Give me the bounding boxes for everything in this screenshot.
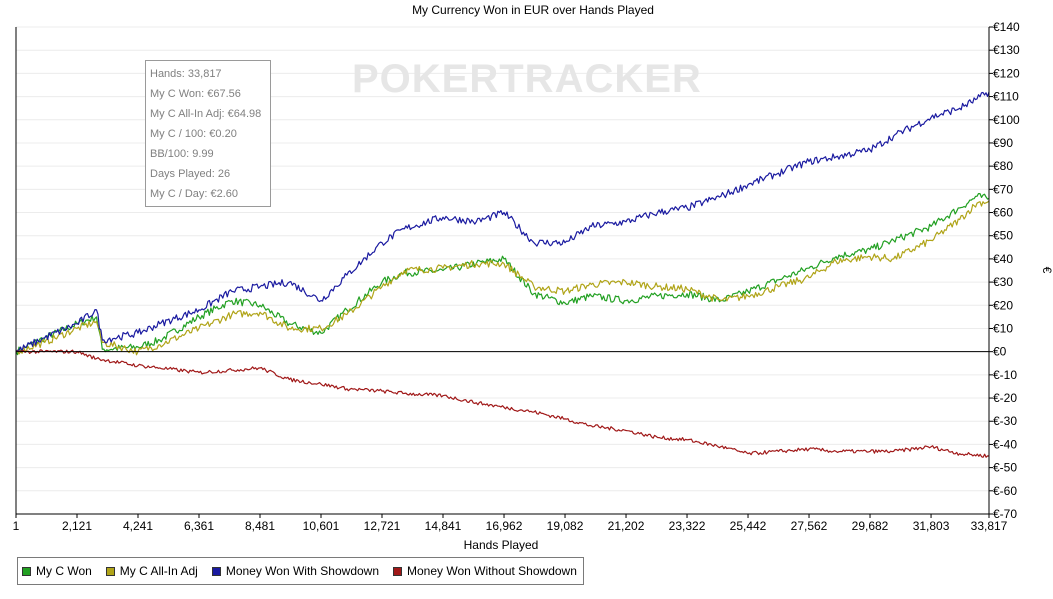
- y-tick-label: €110: [993, 90, 1019, 104]
- y-tick-label: €40: [993, 252, 1013, 266]
- series-line-2: [15, 200, 990, 356]
- legend-swatch: [211, 566, 221, 576]
- x-tick-label: 29,682: [852, 519, 889, 533]
- series-line-1: [15, 193, 990, 356]
- legend-item-without-showdown[interactable]: Money Won Without Showdown: [393, 564, 577, 578]
- legend-label: Money Won With Showdown: [225, 564, 380, 578]
- y-tick-label: €-30: [993, 414, 1017, 428]
- x-tick-label: 12,721: [364, 519, 401, 533]
- x-tick-label: 21,202: [608, 519, 645, 533]
- y-tick-label: €50: [993, 229, 1013, 243]
- y-tick-label: €-50: [993, 461, 1017, 475]
- x-tick-label: 23,322: [669, 519, 706, 533]
- tooltip-per-100: My C / 100: €0.20: [150, 128, 237, 140]
- y-tick-label: €80: [993, 159, 1013, 173]
- legend-swatch: [393, 566, 403, 576]
- y-tick-label: €30: [993, 275, 1013, 289]
- legend-label: My C Won: [36, 564, 92, 578]
- x-tick-label: 25,442: [730, 519, 767, 533]
- legend: My C Won My C All-In Adj Money Won With …: [17, 557, 584, 585]
- tooltip-bb-100: BB/100: 9.99: [150, 148, 214, 160]
- legend-label: My C All-In Adj: [119, 564, 198, 578]
- y-tick-label: €-70: [993, 507, 1017, 521]
- stats-tooltip: Hands: 33,817 My C Won: €67.56 My C All-…: [145, 60, 271, 207]
- y-tick-label: €0: [993, 345, 1007, 359]
- y-tick-label: €20: [993, 298, 1013, 312]
- x-tick-label: 6,361: [184, 519, 214, 533]
- y-tick-label: €-40: [993, 437, 1017, 451]
- y-tick-label: €90: [993, 136, 1013, 150]
- y-tick-label: €70: [993, 182, 1013, 196]
- chart-title: My Currency Won in EUR over Hands Played: [412, 3, 654, 17]
- y-tick-label: €10: [993, 321, 1013, 335]
- x-tick-label: 33,817: [971, 519, 1008, 533]
- series-line-3: [15, 91, 990, 353]
- tooltip-allin-adj: My C All-In Adj: €64.98: [150, 108, 262, 120]
- legend-item-with-showdown[interactable]: Money Won With Showdown: [211, 564, 380, 578]
- x-tick-label: 4,241: [123, 519, 153, 533]
- tooltip-days: Days Played: 26: [150, 168, 231, 180]
- tooltip-per-day: My C / Day: €2.60: [150, 188, 239, 200]
- x-tick-label: 10,601: [303, 519, 340, 533]
- x-tick-label: 27,562: [791, 519, 828, 533]
- legend-swatch: [105, 566, 115, 576]
- y-tick-label: €-60: [993, 484, 1017, 498]
- y-tick-label: €60: [993, 206, 1013, 220]
- x-tick-label: 8,481: [245, 519, 275, 533]
- x-tick-label: 14,841: [425, 519, 462, 533]
- tooltip-won: My C Won: €67.56: [150, 88, 241, 100]
- y-tick-label: €-20: [993, 391, 1017, 405]
- series-line-4: [15, 349, 990, 458]
- watermark: POKERTRACKER: [352, 57, 702, 101]
- x-tick-label: 16,962: [486, 519, 523, 533]
- x-tick-label: 19,082: [547, 519, 584, 533]
- x-axis-label: Hands Played: [464, 538, 539, 552]
- y-tick-label: €120: [993, 66, 1020, 80]
- x-tick-label: 1: [13, 519, 20, 533]
- legend-label: Money Won Without Showdown: [407, 564, 577, 578]
- x-tick-label: 2,121: [62, 519, 92, 533]
- legend-item-allin-adj[interactable]: My C All-In Adj: [105, 564, 198, 578]
- x-tick-label: 31,803: [913, 519, 950, 533]
- y-tick-label: €130: [993, 43, 1020, 57]
- y-tick-label: €140: [993, 20, 1020, 34]
- legend-item-won[interactable]: My C Won: [22, 564, 92, 578]
- y-tick-label: €100: [993, 113, 1020, 127]
- y-axis-label: €: [1040, 267, 1053, 274]
- legend-swatch: [22, 566, 31, 576]
- tooltip-hands: Hands: 33,817: [150, 68, 222, 80]
- y-tick-label: €-10: [993, 368, 1017, 382]
